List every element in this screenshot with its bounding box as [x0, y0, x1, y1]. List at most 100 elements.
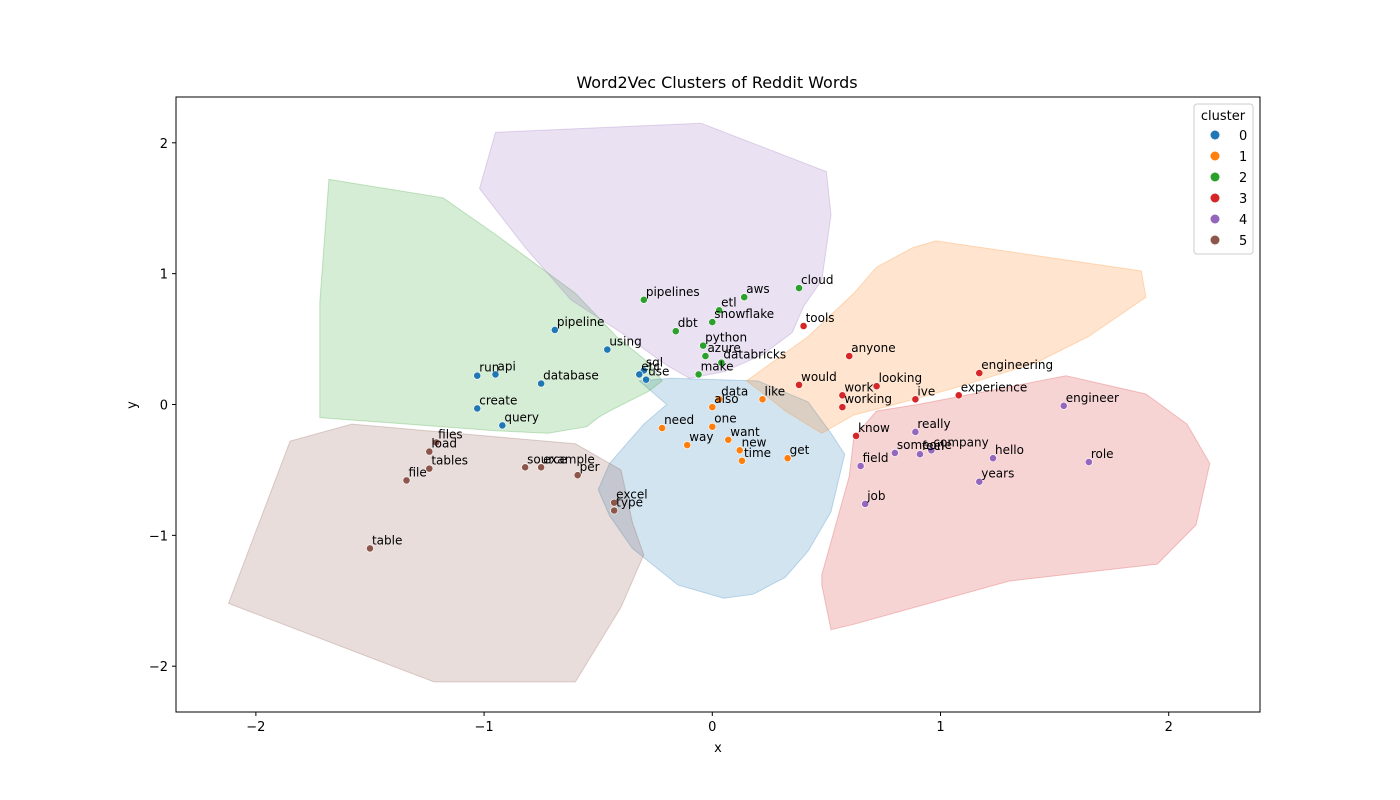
point-experience [954, 391, 963, 400]
point-tools [799, 322, 808, 330]
point-api [491, 370, 500, 379]
point-python [699, 341, 708, 350]
point-excel [610, 498, 619, 507]
point-per [573, 471, 582, 480]
point-label-run: run [479, 361, 499, 375]
point-label-working: working [844, 392, 892, 406]
point-label-would: would [801, 370, 837, 384]
point-label-etl: etl [721, 295, 736, 309]
point-feel [916, 450, 924, 459]
point-label-api: api [497, 359, 515, 373]
point-label-want: want [730, 425, 760, 439]
point-label-per: per [580, 460, 600, 474]
point-label-feel: feel [922, 439, 944, 453]
point-label-load: load [431, 437, 457, 451]
point-azure [701, 352, 710, 360]
point-label-hello: hello [995, 443, 1024, 457]
point-databricks [717, 358, 726, 367]
x-axis-label: x [714, 741, 722, 756]
point-etc [635, 370, 644, 379]
x-tick-label: 1 [936, 720, 944, 735]
point-label-work: work [844, 380, 873, 394]
y-tick-label: 1 [160, 268, 168, 283]
legend-box [1193, 103, 1254, 255]
point-engineer [1059, 401, 1068, 410]
point-hello [989, 454, 997, 463]
point-label-ive: ive [917, 384, 935, 398]
cluster-5-region [227, 423, 645, 683]
chart-title: Word2Vec Clusters of Reddit Words [576, 73, 857, 92]
point-label-role: role [1091, 447, 1114, 461]
point-dbt [671, 327, 680, 336]
y-tick-label: 2 [160, 137, 168, 152]
point-label-dbt: dbt [678, 316, 698, 330]
x-tick-label: −1 [474, 720, 493, 735]
point-label-new: new [742, 435, 767, 449]
legend-marker-2 [1210, 172, 1220, 182]
point-label-snowflake: snowflake [714, 307, 774, 321]
point-label-file: file [408, 465, 426, 479]
point-use [642, 375, 651, 384]
point-label-one: one [714, 412, 736, 426]
point-pipelines [639, 295, 648, 304]
point-label-use: use [648, 365, 669, 379]
point-label-azure: azure [707, 341, 740, 355]
point-really [911, 428, 920, 436]
point-label-get: get [790, 443, 810, 457]
point-make [694, 370, 703, 379]
legend: cluster 0 1 2 3 4 5 [1193, 103, 1254, 255]
legend-marker-3 [1210, 193, 1220, 203]
y-axis-ticks: −2 −1 0 1 2 [149, 137, 176, 675]
point-label-excel: excel [616, 488, 647, 502]
point-table [366, 544, 374, 553]
point-files [432, 438, 441, 447]
point-create [473, 404, 482, 413]
point-label-like: like [765, 384, 786, 398]
legend-label-2: 2 [1239, 171, 1247, 186]
point-someone [890, 449, 899, 457]
point-label-database: database [543, 369, 599, 383]
point-pipeline [550, 326, 559, 334]
point-label-looking: looking [879, 371, 923, 385]
point-cloud [795, 284, 803, 292]
legend-marker-5 [1210, 235, 1220, 245]
point-years [975, 477, 984, 486]
point-label-create: create [479, 393, 517, 407]
point-engineering [975, 369, 984, 377]
point-label-anyone: anyone [851, 341, 895, 355]
point-ive [911, 395, 920, 404]
point-example [537, 463, 546, 472]
point-label-sql: sql [646, 355, 663, 369]
point-using [603, 345, 612, 354]
point-get [783, 454, 792, 463]
point-company [927, 446, 936, 455]
point-new [735, 446, 744, 455]
point-label-years: years [981, 467, 1014, 481]
point-label-pipeline: pipeline [557, 315, 605, 329]
point-load [425, 447, 434, 456]
legend-label-1: 1 [1239, 150, 1247, 165]
point-label-someone: someone [897, 438, 952, 452]
point-label-need: need [664, 413, 694, 427]
y-tick-label: 0 [160, 399, 168, 414]
point-label-cloud: cloud [801, 273, 834, 287]
point-also [708, 403, 717, 412]
x-tick-label: 2 [1165, 720, 1173, 735]
point-label-tools: tools [806, 311, 835, 325]
y-axis-label: y [125, 401, 140, 409]
legend-label-4: 4 [1239, 213, 1247, 228]
cluster-1-region [745, 240, 1147, 434]
point-label-really: really [917, 417, 950, 431]
point-run [473, 371, 482, 380]
point-label-databricks: databricks [723, 348, 786, 362]
legend-label-0: 0 [1239, 129, 1247, 144]
point-database [537, 379, 546, 388]
legend-marker-4 [1210, 214, 1220, 224]
point-like [758, 395, 767, 404]
point-work [838, 391, 847, 400]
cluster-3-region [821, 375, 1211, 631]
point-time [738, 456, 746, 465]
point-job [861, 500, 870, 508]
point-label-also: also [714, 392, 738, 406]
